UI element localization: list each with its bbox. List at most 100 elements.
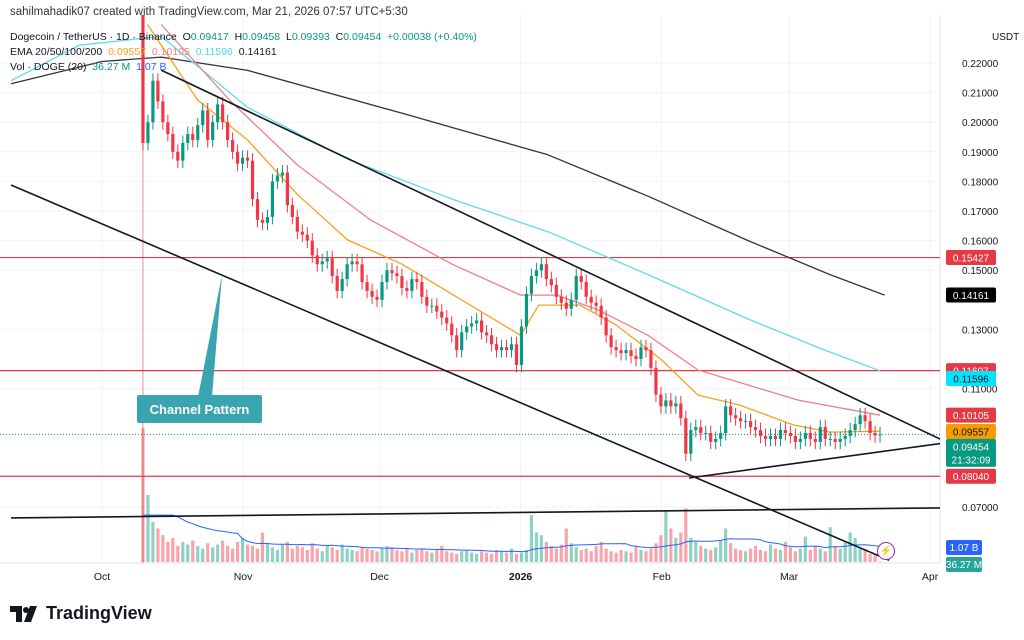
candle-body: [285, 172, 289, 206]
candle-body: [659, 394, 663, 407]
close-value: 0.09454: [343, 31, 382, 43]
candle-body: [499, 347, 504, 351]
candle-body: [574, 276, 578, 300]
volume-bar: [365, 548, 369, 562]
candle-body: [604, 317, 608, 336]
candle-body: [808, 433, 812, 439]
volume-bar: [275, 549, 280, 562]
volume-ma-value: 1.07 B: [136, 61, 167, 73]
candle-body: [494, 344, 499, 351]
volume-bar: [240, 537, 245, 562]
candle-body: [146, 122, 150, 143]
candle-body: [549, 279, 553, 285]
volume-bar: [729, 543, 733, 562]
ema-line-ema20: [146, 24, 881, 433]
tradingview-logo[interactable]: TradingView: [10, 603, 152, 624]
volume-bar: [704, 548, 708, 562]
candle-body: [674, 403, 678, 407]
candle-body: [250, 160, 255, 200]
candle-body: [649, 350, 653, 368]
volume-bar: [310, 543, 314, 562]
candle-body: [260, 219, 265, 223]
volume-bar: [674, 537, 678, 562]
countdown-text: 21:32:09: [952, 455, 991, 466]
price-label-text: 0.14161: [953, 291, 990, 302]
volume-bar: [694, 541, 698, 562]
candle-body: [609, 335, 613, 348]
volume-bar: [524, 549, 529, 562]
low-value: 0.09393: [291, 31, 330, 43]
x-tick-label: Nov: [234, 571, 253, 583]
candle-body: [803, 433, 807, 439]
candle-body: [589, 296, 593, 303]
grid: [0, 15, 941, 564]
channel-pattern-annotation[interactable]: Channel Pattern: [137, 395, 262, 423]
candle-body: [425, 296, 429, 306]
volume-bar: [385, 545, 389, 562]
time-axis[interactable]: Oct Nov Dec 2026 Feb Mar Apr: [94, 571, 939, 583]
volume-bar: [574, 547, 578, 562]
volume-bar: [191, 540, 195, 562]
trendline-rising-support: [688, 442, 940, 479]
ema-legend[interactable]: EMA 20/50/100/200 0.09557 0.10105 0.1159…: [10, 46, 277, 58]
volume-bar: [405, 548, 409, 562]
volume-bar: [763, 551, 768, 562]
volume-legend[interactable]: Vol · DOGE (20) 36.27 M 1.07 B: [10, 61, 166, 73]
volume-bar: [654, 543, 658, 562]
price-label-box: [946, 287, 996, 303]
candle-body: [858, 415, 862, 425]
candle-body: [385, 270, 389, 283]
volume-bar: [509, 548, 514, 562]
volume-bar: [699, 545, 703, 562]
candle-body: [415, 279, 419, 283]
volume-bar: [709, 549, 713, 562]
volume-bar: [235, 541, 240, 562]
ema20-value: 0.09557: [108, 46, 147, 58]
candle-body: [290, 205, 294, 217]
candle-body: [216, 104, 220, 123]
volume-bar: [330, 547, 334, 562]
candle-body: [684, 418, 688, 454]
volume-bar: [758, 549, 763, 562]
volume-bar: [599, 541, 603, 562]
price-axis[interactable]: 0.22000 0.21000 0.20000 0.19000 0.18000 0.170…: [962, 59, 999, 514]
volume-bar: [843, 541, 847, 562]
candle-body: [734, 415, 738, 419]
volume-bar: [863, 549, 867, 562]
lightning-icon[interactable]: ⚡: [877, 542, 895, 560]
volume-bar: [400, 551, 404, 562]
y-tick-label: 0.17000: [962, 207, 999, 218]
volume-bar: [484, 552, 489, 562]
candle-body: [689, 430, 693, 454]
volume-bar: [315, 548, 319, 562]
volume-bar: [290, 548, 294, 562]
candle-body: [390, 270, 394, 274]
candle-body: [181, 142, 185, 161]
candle-body: [509, 344, 514, 351]
candle-body: [544, 264, 548, 280]
volume-bar: [614, 552, 618, 562]
volume-bar: [171, 537, 175, 562]
candle-body: [206, 110, 210, 140]
volume-bar: [504, 552, 509, 562]
volume-label-box: [946, 557, 982, 572]
volume-bar: [868, 553, 872, 562]
axis-unit[interactable]: USDT: [992, 32, 1020, 43]
candle-body: [529, 276, 534, 294]
candle-body: [240, 157, 245, 164]
candle-body: [514, 344, 519, 365]
y-tick-label: 0.20000: [962, 118, 999, 129]
candle-body: [171, 134, 175, 152]
candle-body: [539, 264, 543, 271]
candle-body: [564, 302, 568, 309]
candle-body: [420, 282, 424, 297]
candle-body: [211, 122, 215, 140]
volume-bar: [798, 548, 802, 562]
candle-body: [280, 172, 285, 176]
symbol-title[interactable]: Dogecoin / TetherUS · 1D · Binance: [10, 31, 177, 43]
candle-body: [714, 438, 718, 442]
volume-bar: [390, 547, 394, 562]
price-label-box: [946, 371, 996, 387]
volume-bar: [470, 552, 474, 562]
